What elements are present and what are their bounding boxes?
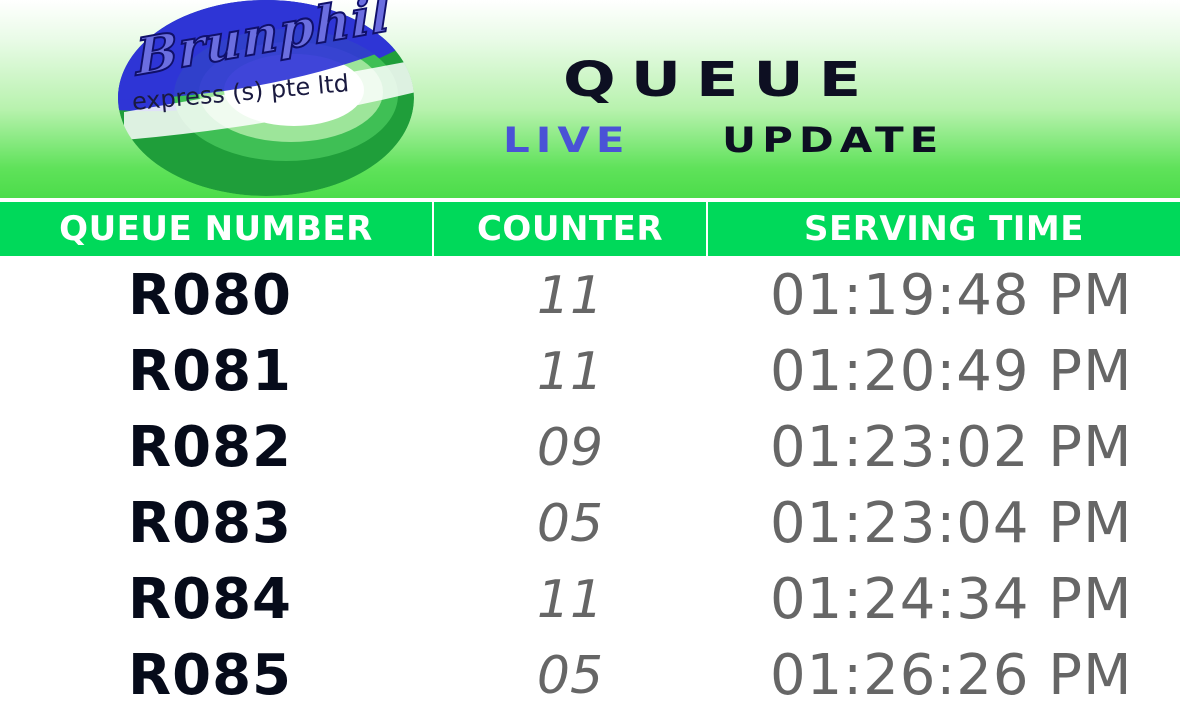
column-header-serving-time: SERVING TIME (804, 209, 1084, 249)
table-row: R081 11 01:20:49 PM (0, 332, 1180, 408)
title-queue: QUEUE (563, 50, 877, 108)
table-row: R085 05 01:26:26 PM (0, 636, 1180, 712)
column-header-counter: COUNTER (434, 202, 708, 256)
serving-time-cell: 01:26:26 PM (770, 643, 1133, 708)
queue-number-cell: R083 (128, 491, 293, 556)
table-row: R084 11 01:24:34 PM (0, 560, 1180, 636)
serving-time-cell: 01:20:49 PM (770, 339, 1133, 404)
queue-number-cell: R084 (128, 567, 293, 632)
table-row: R083 05 01:23:04 PM (0, 484, 1180, 560)
brunphil-logo: Brunphil express (s) pte ltd (116, 0, 416, 198)
queue-table-body: R080 11 01:19:48 PM R081 11 01:20:49 PM … (0, 256, 1180, 712)
counter-cell: 11 (536, 266, 604, 326)
queue-number-cell: R081 (128, 339, 293, 404)
queue-number-cell: R085 (128, 643, 293, 708)
serving-time-cell: 01:24:34 PM (770, 567, 1133, 632)
serving-time-cell: 01:23:04 PM (770, 491, 1133, 556)
header-banner: Brunphil express (s) pte ltd QUEUE LIVE … (0, 0, 1180, 198)
queue-number-cell: R080 (128, 263, 293, 328)
column-header-queue-number: QUEUE NUMBER (0, 202, 434, 256)
counter-cell: 05 (536, 494, 604, 554)
title-live: LIVE (503, 120, 631, 161)
serving-time-cell: 01:23:02 PM (770, 415, 1133, 480)
title-update: UPDATE (722, 120, 945, 161)
serving-time-cell: 01:19:48 PM (770, 263, 1133, 328)
counter-cell: 11 (536, 570, 604, 630)
counter-cell: 05 (536, 646, 604, 706)
table-row: R082 09 01:23:02 PM (0, 408, 1180, 484)
queue-table-header: QUEUE NUMBER COUNTER SERVING TIME (0, 200, 1180, 256)
counter-cell: 11 (536, 342, 604, 402)
queue-number-cell: R082 (128, 415, 293, 480)
counter-cell: 09 (536, 418, 604, 478)
table-row: R080 11 01:19:48 PM (0, 256, 1180, 332)
